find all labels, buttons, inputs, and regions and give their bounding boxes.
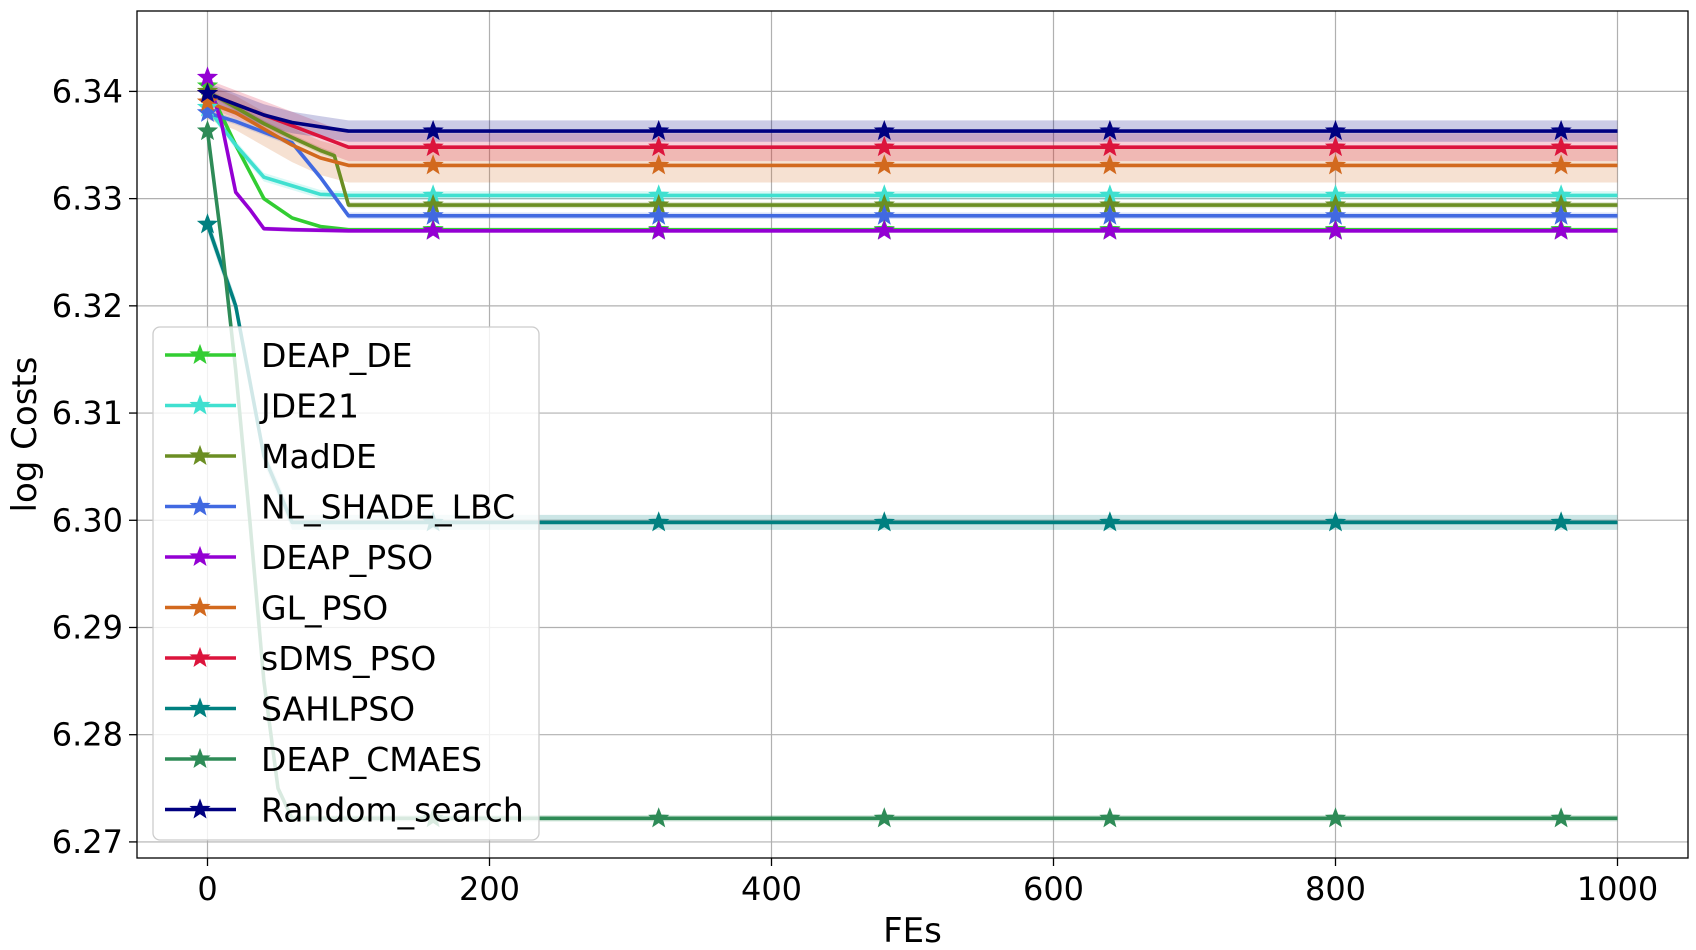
confidence-bands (207, 75, 1618, 822)
y-tick-label: 6.33 (52, 180, 123, 218)
legend-marker-madde (189, 444, 211, 466)
marker-sdms-pso (1324, 136, 1347, 157)
marker-sahlpso (1324, 511, 1347, 532)
marker-gl-pso (1324, 154, 1347, 175)
legend-marker-deap-cmaes (189, 747, 211, 769)
legend-marker-jde21 (189, 394, 211, 415)
marker-random-search (648, 119, 670, 141)
marker-deap-pso (1550, 219, 1572, 240)
plot-area-frame (136, 10, 1689, 859)
legend-label-deap-cmaes: DEAP_CMAES (261, 740, 482, 779)
marker-sahlpso (648, 511, 670, 532)
line-nl-shade-lbc (206, 111, 1618, 218)
band-random-search (207, 82, 1618, 142)
legend-marker-sdms-pso (189, 646, 211, 668)
series-markers (196, 66, 1572, 828)
band-gl-pso (207, 84, 1618, 183)
legend-label-deap-de: DEAP_DE (261, 336, 413, 375)
legend-label-nl-shade-lbc: NL_SHADE_LBC (261, 488, 515, 527)
legend-marker-sahlpso (189, 697, 211, 718)
marker-sdms-pso (873, 136, 895, 157)
marker-deap-pso (422, 219, 444, 240)
legend: DEAP_DE JDE21 MadDE NL_SHADE_LBC DEAP_PSO GL_… (152, 326, 540, 841)
legend-marker-nl-shade-lbc (189, 495, 211, 516)
y-tick-label: 6.28 (52, 716, 123, 754)
marker-random-search (1550, 119, 1572, 141)
y-axis-label: log Costs (5, 357, 45, 513)
marker-deap-cmaes (1099, 807, 1121, 828)
legend-marker-deap-de (189, 343, 211, 365)
marker-gl-pso (422, 154, 444, 175)
y-tick-label: 6.31 (52, 394, 123, 432)
marker-nl-shade-lbc (196, 101, 219, 122)
y-axis-ticks: 6.27 6.28 6.29 6.30 6.31 6.32 6.33 6.34 (52, 72, 137, 861)
marker-deap-cmaes (1550, 807, 1572, 828)
marker-sdms-pso (1099, 136, 1121, 157)
line-deap-pso (205, 76, 1618, 233)
x-tick-label: 600 (1023, 870, 1084, 908)
x-tick-label: 0 (197, 870, 217, 908)
x-axis-ticks: 0 200 400 600 800 1000 (197, 858, 1658, 908)
x-axis-label: FEs (883, 911, 942, 950)
line-madde (206, 89, 1618, 207)
y-tick-label: 6.32 (52, 287, 123, 325)
legend-marker-random-search (189, 798, 211, 819)
marker-deap-pso (1099, 219, 1121, 240)
x-tick-label: 400 (741, 870, 802, 908)
marker-deap-cmaes (1324, 807, 1347, 828)
line-jde21 (206, 106, 1618, 198)
marker-deap-pso (1324, 219, 1347, 240)
marker-deap-cmaes (873, 807, 895, 828)
marker-sdms-pso (1550, 136, 1572, 157)
marker-gl-pso (1099, 154, 1121, 175)
marker-sahlpso (873, 511, 895, 532)
legend-label-sdms-pso: sDMS_PSO (261, 639, 436, 678)
x-tick-label: 1000 (1577, 870, 1658, 908)
marker-gl-pso (873, 154, 895, 175)
marker-sdms-pso (648, 136, 670, 157)
marker-deap-pso (873, 219, 895, 240)
legend-marker-gl-pso (189, 596, 211, 617)
legend-label-jde21: JDE21 (259, 387, 359, 426)
legend-label-random-search: Random_search (261, 791, 524, 830)
marker-sahlpso (1550, 511, 1572, 532)
y-tick-label: 6.27 (52, 823, 123, 861)
x-tick-label: 200 (459, 870, 520, 908)
marker-deap-pso (648, 219, 670, 240)
line-random-search (206, 91, 1618, 133)
line-gl-pso (206, 100, 1618, 168)
marker-sahlpso (1099, 511, 1121, 532)
y-tick-label: 6.30 (52, 501, 123, 539)
legend-label-madde: MadDE (261, 437, 377, 476)
marker-gl-pso (1550, 154, 1572, 175)
marker-random-search (873, 119, 895, 141)
y-tick-label: 6.29 (52, 608, 123, 646)
y-tick-label: 6.34 (52, 72, 123, 110)
x-tick-label: 800 (1305, 870, 1366, 908)
marker-deap-cmaes (196, 119, 219, 141)
legend-label-deap-pso: DEAP_PSO (261, 538, 433, 577)
legend-box (152, 326, 540, 841)
marker-gl-pso (648, 154, 670, 175)
marker-deap-pso (196, 66, 219, 87)
marker-random-search (1099, 119, 1121, 141)
marker-random-search (196, 82, 219, 103)
marker-sdms-pso (422, 136, 444, 157)
marker-deap-cmaes (648, 807, 670, 828)
marker-sahlpso (196, 213, 219, 234)
legend-marker-deap-pso (189, 545, 211, 567)
band-sdms-pso (207, 79, 1618, 162)
marker-random-search (422, 119, 444, 141)
legend-label-sahlpso: SAHLPSO (261, 690, 415, 729)
legend-label-gl-pso: GL_PSO (261, 589, 388, 628)
marker-random-search (1324, 119, 1347, 141)
marker-gl-pso (196, 90, 219, 112)
